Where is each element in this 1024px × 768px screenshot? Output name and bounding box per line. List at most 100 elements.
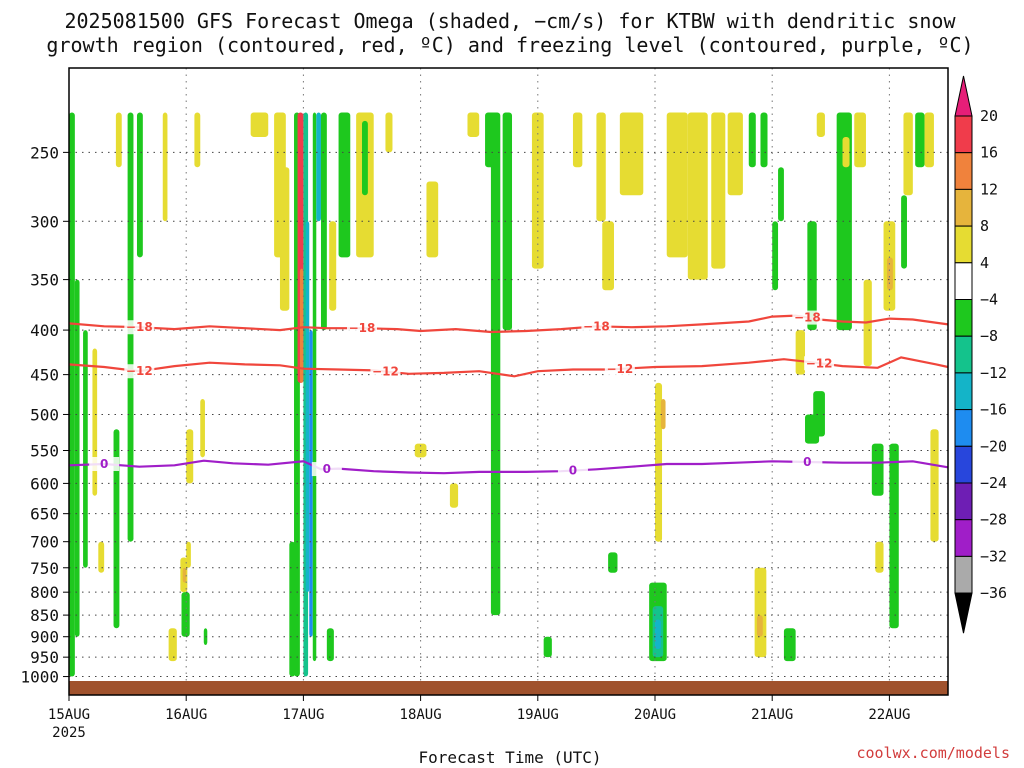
colorbar-label: −12 — [980, 364, 1007, 382]
omega-cell-64 — [795, 330, 806, 375]
contour-label-bg — [581, 319, 612, 334]
omega-cell-43 — [531, 112, 544, 269]
contour-label-bg — [347, 321, 377, 336]
omega-cell-76 — [887, 257, 893, 291]
omega-cell-61 — [754, 567, 767, 658]
omega-cell-26 — [305, 221, 310, 593]
omega-cell-50 — [660, 399, 666, 430]
colorbar-label: −4 — [980, 291, 998, 309]
omega-cell-71 — [854, 112, 866, 168]
colorbar-bin-10 — [954, 482, 973, 521]
y-tick-label-750: 750 — [30, 559, 59, 578]
colorbar-bin-6 — [954, 335, 973, 374]
colorbar-bin-1 — [954, 152, 973, 190]
x-tick-label-16AUG: 16AUG — [165, 707, 207, 723]
colorbar-top-arrow — [954, 75, 973, 117]
contour-label-bg — [604, 361, 635, 376]
contour-label--18: −18 — [794, 311, 821, 325]
colorbar: 20 16 12 8 4 −4 −8 −12 −16 −20 −24 −28 −32 −36 — [954, 75, 1007, 634]
colorbar-label: 16 — [980, 144, 998, 162]
omega-cell-81 — [924, 112, 934, 168]
omega-cell-86 — [608, 552, 618, 573]
colorbar-bin-4 — [954, 262, 973, 300]
x-tick-label-15AUG: 15AUG — [48, 707, 90, 723]
omega-cell-49 — [655, 382, 663, 542]
contour-label--12: −12 — [372, 365, 399, 379]
chart-title-line2: growth region (contoured, red, ºC) and f… — [46, 33, 973, 57]
omega-cell-9 — [168, 628, 177, 662]
omega-cell-33 — [338, 112, 351, 258]
colorbar-label: −24 — [980, 474, 1007, 492]
omega-cell-27 — [309, 330, 313, 637]
omega-cell-31 — [329, 221, 337, 311]
y-tick-label-450: 450 — [30, 366, 59, 385]
credit-text: coolwx.com/models — [856, 744, 1010, 762]
omega-cell-39 — [467, 112, 480, 137]
omega-cell-85 — [98, 541, 105, 573]
omega-cell-60 — [772, 221, 779, 291]
x-tick-label-18AUG: 18AUG — [400, 707, 442, 723]
omega-cell-28 — [312, 112, 317, 662]
omega-cell-73 — [871, 443, 884, 496]
omega-cell-15 — [182, 567, 187, 583]
contour-label-0: 0 — [323, 462, 331, 476]
omega-cell-38 — [449, 483, 459, 508]
colorbar-label: −8 — [980, 327, 998, 345]
omega-cell-42 — [502, 112, 513, 331]
y-axis-ticks: 250 300 350 400 450 500 550 600 650 700 750 800 850 9… — [20, 143, 69, 687]
y-tick-label-350: 350 — [30, 271, 59, 290]
omega-cell-37 — [426, 181, 439, 258]
omega-cell-67 — [805, 414, 820, 444]
colorbar-bin-11 — [954, 519, 973, 557]
contour-label--18: −18 — [583, 319, 610, 333]
omega-cell-58 — [748, 112, 756, 168]
colorbar-bin-7 — [954, 372, 973, 411]
x-tick-label-19AUG: 19AUG — [517, 707, 559, 723]
contour-label-0: 0 — [569, 464, 577, 478]
omega-cell-65 — [807, 221, 817, 331]
omega-cell-4 — [115, 112, 122, 168]
omega-cell-68 — [816, 112, 825, 137]
contour-label-bg — [124, 320, 155, 335]
omega-cell-29 — [316, 112, 321, 222]
omega-cell-41 — [490, 112, 501, 616]
colorbar-label: −32 — [980, 547, 1007, 565]
y-tick-label-550: 550 — [30, 442, 59, 461]
contour-label-bg — [792, 455, 823, 470]
x-axis-label: Forecast Time (UTC) — [418, 748, 601, 767]
omega-cell-54 — [666, 112, 688, 258]
omega-cell-56 — [711, 112, 726, 269]
contour-label-bg — [804, 356, 835, 371]
y-tick-label-800: 800 — [30, 583, 59, 602]
omega-cell-18 — [250, 112, 269, 137]
colorbar-bin-12 — [954, 555, 973, 594]
omega-cell-0 — [69, 112, 75, 677]
omega-cell-32 — [326, 628, 334, 662]
omega-cell-16 — [200, 399, 205, 458]
colorbar-bin-9 — [954, 445, 973, 484]
contour-label-bg — [370, 364, 401, 379]
omega-cell-63 — [778, 167, 784, 222]
omega-cell-21 — [289, 541, 296, 677]
y-tick-label-850: 850 — [30, 606, 59, 625]
omega-cell-57 — [727, 112, 743, 196]
colorbar-label: 4 — [980, 254, 989, 272]
x-tick-label-17AUG: 17AUG — [282, 707, 324, 723]
omega-cell-10 — [181, 592, 190, 637]
omega-cell-74 — [875, 541, 884, 573]
y-tick-label-300: 300 — [30, 212, 59, 231]
contour-label-0: 0 — [100, 457, 108, 471]
y-tick-label-500: 500 — [30, 405, 59, 424]
omega-cell-59 — [760, 112, 768, 168]
y-tick-label-650: 650 — [30, 505, 59, 524]
y-tick-label-250: 250 — [30, 143, 59, 162]
contour-label-bg — [557, 463, 588, 478]
y-tick-label-950: 950 — [30, 648, 59, 667]
x-tick-label-21AUG: 21AUG — [751, 707, 793, 723]
colorbar-label: 12 — [980, 180, 998, 198]
omega-cell-48 — [602, 221, 614, 291]
omega-cell-46 — [596, 112, 606, 222]
colorbar-label: 8 — [980, 217, 989, 235]
y-tick-label-1000: 1000 — [20, 668, 59, 687]
